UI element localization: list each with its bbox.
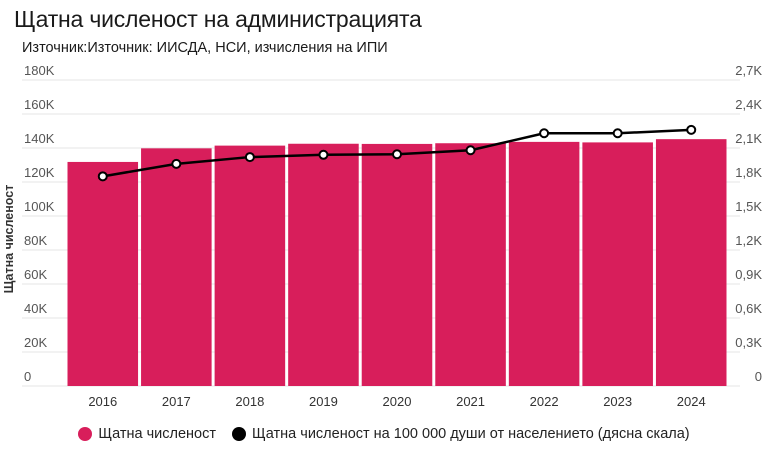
x-tick-label: 2018 (235, 394, 264, 409)
x-tick-label: 2017 (162, 394, 191, 409)
y-tick-label: 120K (24, 165, 55, 180)
y-tick-label: 80K (24, 233, 47, 248)
y2-tick-label: 0,6K (735, 301, 762, 316)
line-point (171, 158, 182, 169)
bar (508, 141, 580, 386)
x-tick-label: 2019 (309, 394, 338, 409)
y-tick-label: 40K (24, 301, 47, 316)
line-point (97, 171, 108, 182)
line-point (686, 124, 697, 135)
line-point (539, 128, 550, 139)
y2-tick-label: 2,7K (735, 63, 762, 78)
bar (582, 142, 653, 386)
y-tick-label: 180K (24, 63, 55, 78)
chart-title: Щатна численост на администрацията (14, 6, 422, 32)
y2-tick-label: 1,2K (735, 233, 762, 248)
bar (67, 161, 139, 386)
y2-tick-label: 2,1K (735, 131, 762, 146)
bar (288, 143, 359, 386)
x-tick-label: 2016 (88, 394, 117, 409)
bar (435, 143, 506, 386)
line-point (612, 128, 623, 139)
y2-tick-label: 1,8K (735, 165, 762, 180)
line-point (465, 145, 476, 156)
y2-tick-label: 0 (755, 369, 762, 384)
bar (214, 145, 286, 386)
chart-subtitle: Източник:Източник: ИИСДА, НСИ, изчислени… (22, 40, 388, 56)
chart-legend: Щатна численост Щатна численост на 100 0… (0, 426, 768, 442)
legend-swatch-bars (78, 427, 93, 441)
bar (361, 143, 433, 386)
y-tick-label: 160K (24, 97, 55, 112)
legend-label-line: Щатна численост на 100 000 души от насел… (252, 426, 690, 442)
line-point (318, 149, 329, 160)
legend-label-bars: Щатна численост (98, 426, 217, 442)
y-axis-title: Щатна численост (2, 185, 16, 294)
x-tick-label: 2024 (677, 394, 706, 409)
y2-tick-label: 1,5K (735, 199, 762, 214)
y-tick-label: 100K (24, 199, 55, 214)
bar (141, 148, 212, 386)
y-tick-label: 20K (24, 335, 47, 350)
chart-canvas: 0 20K 40K 60K 80K 100K 120K 140K 160K 180K 0 0,3K 0,… (2, 63, 762, 409)
x-tick-label: 2020 (383, 394, 412, 409)
x-tick-label: 2023 (603, 394, 632, 409)
bar (655, 139, 727, 386)
x-tick-label: 2021 (456, 394, 485, 409)
y2-tick-label: 2,4K (735, 97, 762, 112)
y-tick-label: 140K (24, 131, 55, 146)
line-point (392, 149, 402, 160)
x-tick-label: 2022 (530, 394, 559, 409)
y-tick-label: 0 (24, 369, 31, 384)
legend-swatch-line (232, 427, 247, 441)
legend-item-line[interactable]: Щатна численост на 100 000 души от насел… (232, 426, 690, 442)
y2-tick-label: 0,3K (735, 335, 762, 350)
y-tick-label: 60K (24, 267, 47, 282)
legend-item-bars[interactable]: Щатна численост (78, 426, 216, 442)
y2-tick-label: 0,9K (735, 267, 762, 282)
line-point (244, 152, 255, 163)
